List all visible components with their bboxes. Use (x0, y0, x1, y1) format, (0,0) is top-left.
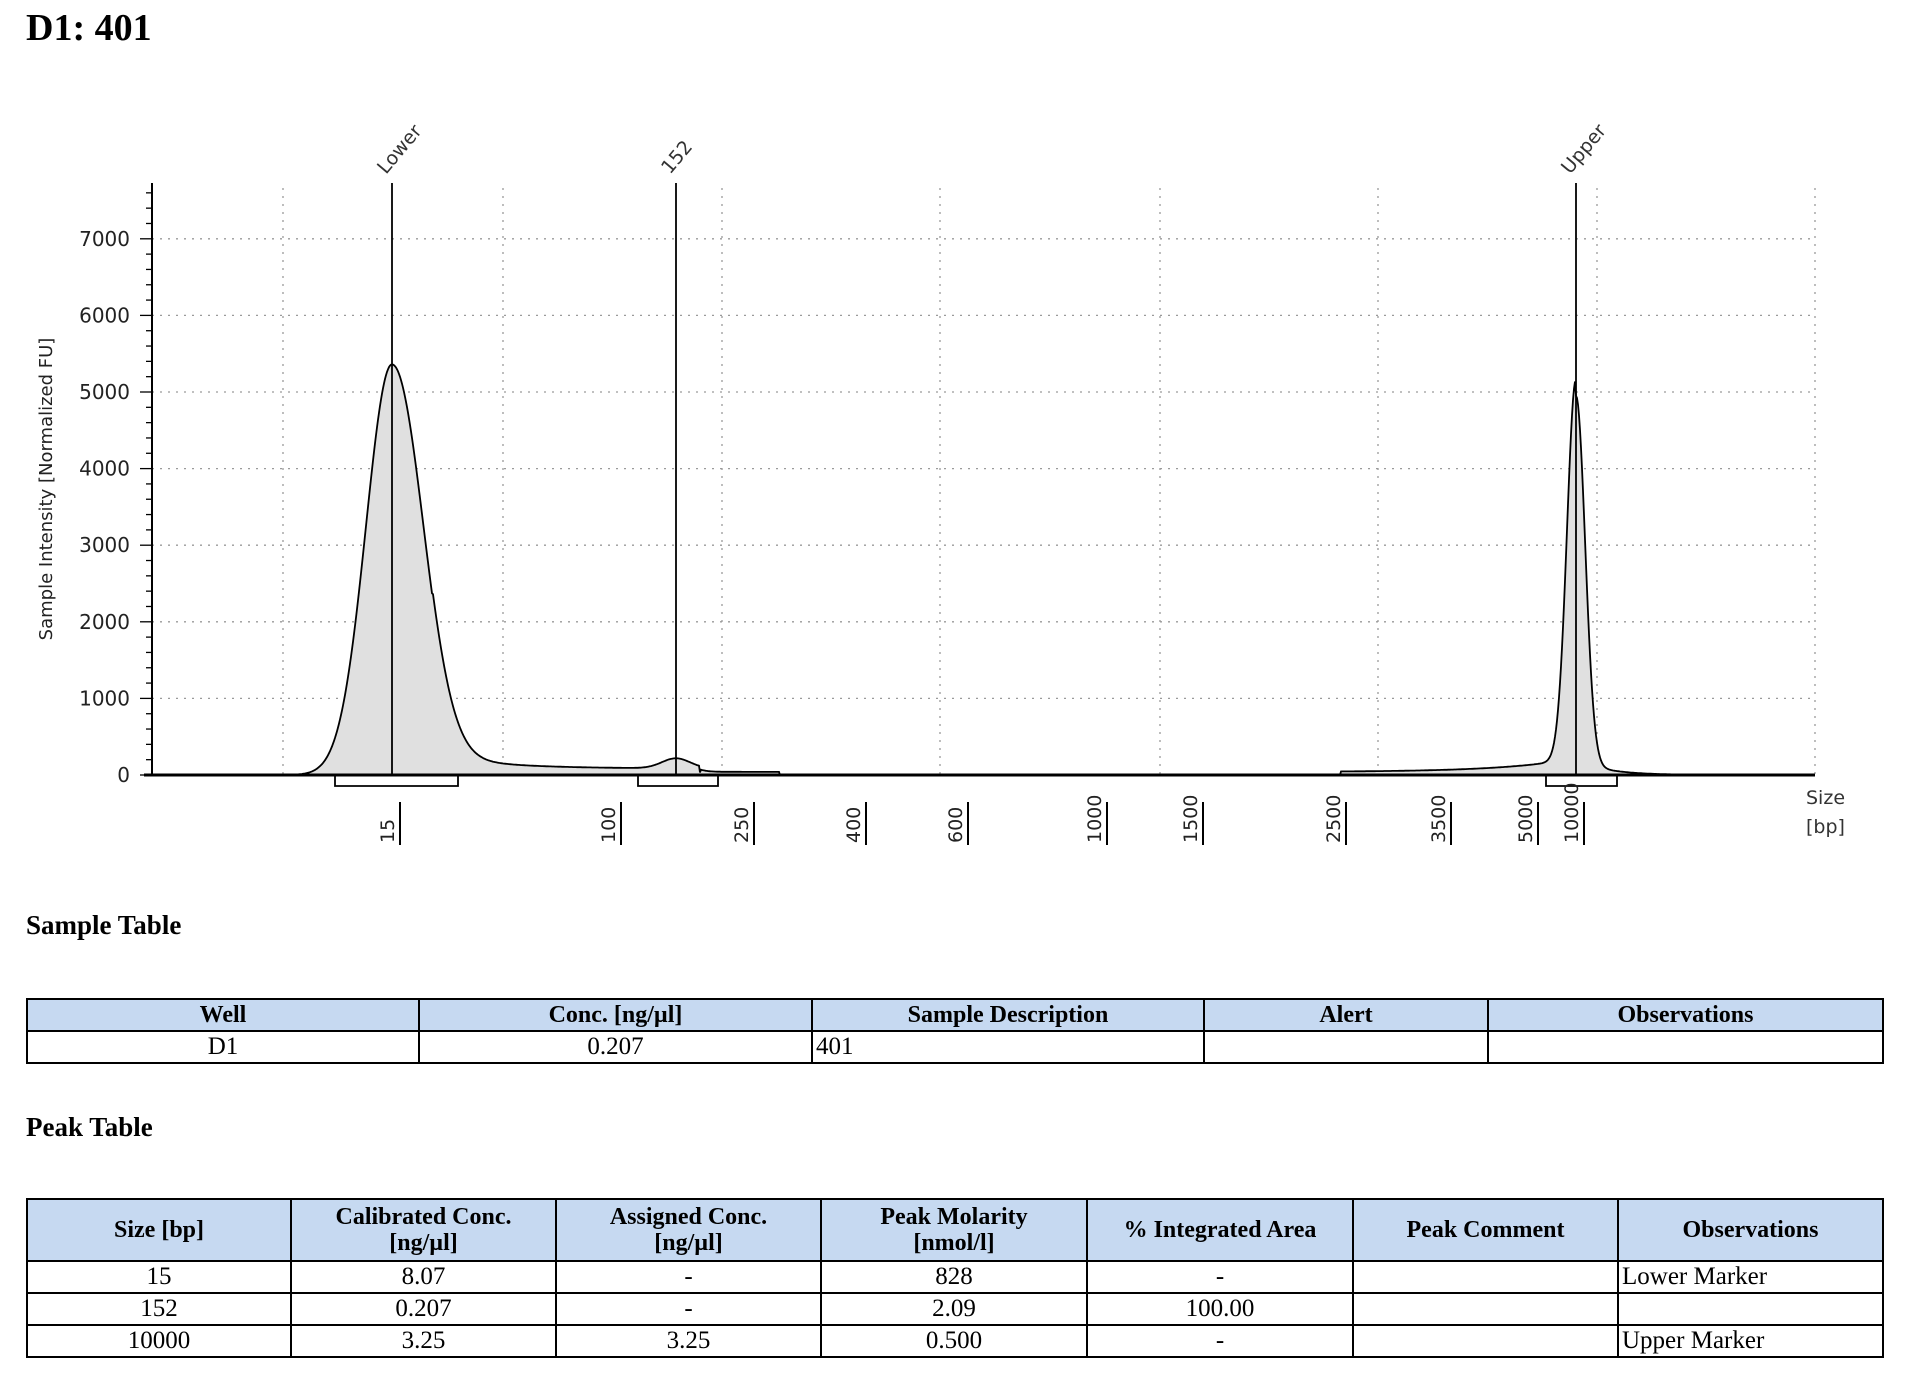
peak-label: Upper (1557, 120, 1611, 178)
peak-label: 152 (657, 136, 697, 178)
cell-assigned-conc: - (555, 1260, 822, 1294)
header-peak-comment: Peak Comment (1352, 1198, 1619, 1262)
header-conc: Conc. [ng/µl] (418, 998, 813, 1032)
header-alert: Alert (1203, 998, 1489, 1032)
header-calibrated-conc: Calibrated Conc. [ng/µl] (290, 1198, 557, 1262)
header-peak-molarity: Peak Molarity [nmol/l] (820, 1198, 1088, 1262)
integration-bracket (334, 775, 459, 787)
peak-table: Size [bp] Calibrated Conc. [ng/µl] Assign… (26, 1198, 1884, 1358)
cell-well: D1 (26, 1030, 420, 1064)
x-axis-label: [bp] (1806, 816, 1845, 838)
cell-integrated-area: - (1086, 1260, 1354, 1294)
y-tick-label: 0 (117, 763, 130, 787)
table-row: D1 0.207 401 (26, 1030, 1884, 1064)
cell-integrated-area: 100.00 (1086, 1292, 1354, 1326)
sample-table-header-row: Well Conc. [ng/µl] Sample Description Al… (26, 998, 1884, 1032)
table-row: 152 0.207 - 2.09 100.00 (26, 1292, 1884, 1326)
cell-size: 15 (26, 1260, 292, 1294)
cell-assigned-conc: - (555, 1292, 822, 1326)
cell-peak-comment (1352, 1324, 1619, 1358)
cell-integrated-area: - (1086, 1324, 1354, 1358)
header-assigned-conc: Assigned Conc. [ng/µl] (555, 1198, 822, 1262)
peak-table-title: Peak Table (26, 1112, 153, 1142)
integration-bracket (1545, 775, 1618, 787)
cell-size: 152 (26, 1292, 292, 1326)
cell-observations (1617, 1292, 1884, 1326)
header-observations: Observations (1487, 998, 1884, 1032)
peak-label: Lower (373, 120, 427, 178)
cell-observations: Lower Marker (1617, 1260, 1884, 1294)
page-title: D1: 401 (26, 7, 152, 49)
header-integrated-area: % Integrated Area (1086, 1198, 1354, 1262)
y-tick-label: 3000 (79, 533, 130, 557)
x-tick-label: 5000 (1515, 795, 1537, 843)
header-size: Size [bp] (26, 1198, 292, 1262)
cell-conc: 0.207 (418, 1030, 813, 1064)
cell-peak-molarity: 2.09 (820, 1292, 1088, 1326)
x-tick-label: 1500 (1180, 795, 1202, 843)
x-tick-label: 1000 (1084, 795, 1106, 843)
cell-observations: Upper Marker (1617, 1324, 1884, 1358)
x-tick-label: 100 (598, 807, 620, 843)
x-tick-label: 15 (377, 819, 399, 843)
cell-peak-molarity: 0.500 (820, 1324, 1088, 1358)
table-row: 15 8.07 - 828 - Lower Marker (26, 1260, 1884, 1294)
cell-calibrated-conc: 8.07 (290, 1260, 557, 1294)
cell-assigned-conc: 3.25 (555, 1324, 822, 1358)
cell-peak-comment (1352, 1260, 1619, 1294)
x-tick-label: 600 (945, 807, 967, 843)
y-tick-label: 1000 (79, 686, 130, 710)
electropherogram-chart: 0 1000 2000 3000 4000 5000 6000 7000 Sample Inte… (36, 120, 1845, 845)
sample-table-title: Sample Table (26, 910, 182, 940)
y-tick-label: 7000 (79, 227, 130, 251)
x-tick-label: 3500 (1428, 795, 1450, 843)
x-axis-label: Size (1806, 787, 1845, 809)
x-tick-label: 400 (843, 807, 865, 843)
cell-alert (1203, 1030, 1489, 1064)
cell-sample-description: 401 (811, 1030, 1205, 1064)
table-row: 10000 3.25 3.25 0.500 - Upper Marker (26, 1324, 1884, 1358)
x-tick-label: 10000 (1561, 783, 1583, 843)
y-tick-label: 2000 (79, 610, 130, 634)
cell-calibrated-conc: 0.207 (290, 1292, 557, 1326)
y-axis-label: Sample Intensity [Normalized FU] (36, 338, 57, 641)
header-well: Well (26, 998, 420, 1032)
sample-table: Well Conc. [ng/µl] Sample Description Al… (26, 998, 1884, 1064)
header-observations: Observations (1617, 1198, 1884, 1262)
cell-calibrated-conc: 3.25 (290, 1324, 557, 1358)
header-sample-description: Sample Description (811, 998, 1205, 1032)
cell-size: 10000 (26, 1324, 292, 1358)
x-tick-label: 250 (731, 807, 753, 843)
cell-observations (1487, 1030, 1884, 1064)
x-tick-label: 2500 (1323, 795, 1345, 843)
y-tick-label: 5000 (79, 380, 130, 404)
peak-table-header-row: Size [bp] Calibrated Conc. [ng/µl] Assign… (26, 1198, 1884, 1262)
cell-peak-molarity: 828 (820, 1260, 1088, 1294)
y-tick-label: 6000 (79, 303, 130, 327)
integration-bracket (637, 775, 719, 787)
cell-peak-comment (1352, 1292, 1619, 1326)
y-tick-label: 4000 (79, 457, 130, 481)
